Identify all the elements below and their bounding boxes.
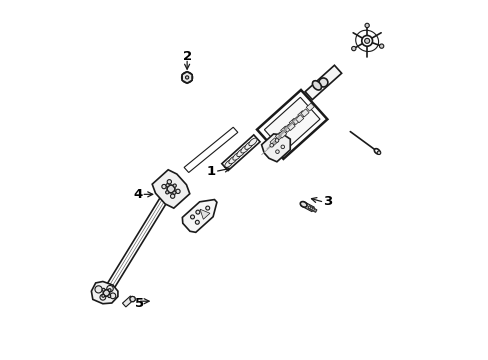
Polygon shape — [182, 72, 192, 83]
Polygon shape — [183, 127, 237, 172]
Ellipse shape — [228, 156, 237, 164]
Ellipse shape — [374, 149, 379, 154]
Ellipse shape — [172, 191, 176, 194]
Polygon shape — [264, 97, 319, 152]
Ellipse shape — [379, 44, 383, 48]
Ellipse shape — [173, 184, 176, 187]
Ellipse shape — [248, 138, 257, 146]
Ellipse shape — [351, 46, 355, 51]
Ellipse shape — [318, 78, 327, 87]
Ellipse shape — [236, 149, 244, 157]
Ellipse shape — [232, 153, 241, 160]
Polygon shape — [269, 138, 278, 146]
Polygon shape — [297, 111, 305, 119]
Ellipse shape — [275, 150, 279, 153]
Ellipse shape — [196, 210, 200, 214]
Ellipse shape — [269, 144, 273, 147]
Ellipse shape — [162, 184, 166, 189]
Ellipse shape — [205, 206, 209, 210]
Polygon shape — [200, 209, 209, 219]
Polygon shape — [130, 296, 135, 302]
Ellipse shape — [312, 81, 321, 90]
Polygon shape — [122, 296, 134, 307]
Polygon shape — [295, 115, 303, 123]
Ellipse shape — [102, 294, 104, 297]
Ellipse shape — [110, 293, 116, 299]
Ellipse shape — [108, 295, 110, 298]
Ellipse shape — [167, 180, 171, 184]
Polygon shape — [275, 132, 283, 140]
Polygon shape — [286, 122, 295, 130]
Text: 3: 3 — [323, 195, 332, 208]
Ellipse shape — [313, 209, 315, 212]
Ellipse shape — [130, 297, 135, 301]
Ellipse shape — [309, 207, 312, 210]
Polygon shape — [300, 201, 314, 212]
Ellipse shape — [108, 289, 111, 292]
Polygon shape — [300, 109, 308, 117]
Ellipse shape — [100, 294, 105, 300]
Ellipse shape — [308, 206, 310, 209]
Polygon shape — [257, 90, 326, 159]
Polygon shape — [261, 134, 290, 162]
Polygon shape — [222, 135, 260, 171]
Ellipse shape — [275, 139, 278, 142]
Ellipse shape — [240, 145, 248, 153]
Ellipse shape — [311, 208, 314, 211]
Ellipse shape — [190, 215, 194, 219]
Ellipse shape — [185, 76, 188, 79]
Ellipse shape — [102, 288, 105, 291]
Ellipse shape — [106, 285, 113, 292]
Polygon shape — [103, 185, 174, 296]
Text: 2: 2 — [182, 50, 191, 63]
Ellipse shape — [165, 184, 169, 187]
Polygon shape — [182, 199, 217, 232]
Ellipse shape — [376, 151, 380, 154]
Ellipse shape — [244, 142, 252, 149]
Ellipse shape — [224, 160, 233, 167]
Polygon shape — [305, 65, 341, 100]
Text: 4: 4 — [133, 188, 142, 201]
Polygon shape — [288, 118, 297, 126]
Text: 5: 5 — [135, 297, 144, 310]
Polygon shape — [278, 130, 286, 138]
Polygon shape — [91, 282, 118, 304]
Text: 1: 1 — [206, 165, 215, 177]
Polygon shape — [152, 170, 189, 208]
Ellipse shape — [364, 39, 369, 43]
Ellipse shape — [364, 23, 368, 28]
Ellipse shape — [281, 145, 284, 149]
Polygon shape — [283, 124, 291, 132]
Ellipse shape — [195, 220, 199, 224]
Polygon shape — [305, 103, 314, 111]
Ellipse shape — [165, 191, 168, 194]
Polygon shape — [280, 126, 288, 134]
Ellipse shape — [300, 202, 306, 207]
Polygon shape — [292, 117, 300, 125]
Ellipse shape — [103, 290, 109, 296]
Ellipse shape — [182, 72, 192, 83]
Ellipse shape — [170, 194, 174, 198]
Ellipse shape — [167, 185, 175, 193]
Ellipse shape — [361, 36, 372, 46]
Ellipse shape — [95, 286, 102, 293]
Ellipse shape — [176, 189, 180, 194]
Polygon shape — [307, 206, 316, 212]
